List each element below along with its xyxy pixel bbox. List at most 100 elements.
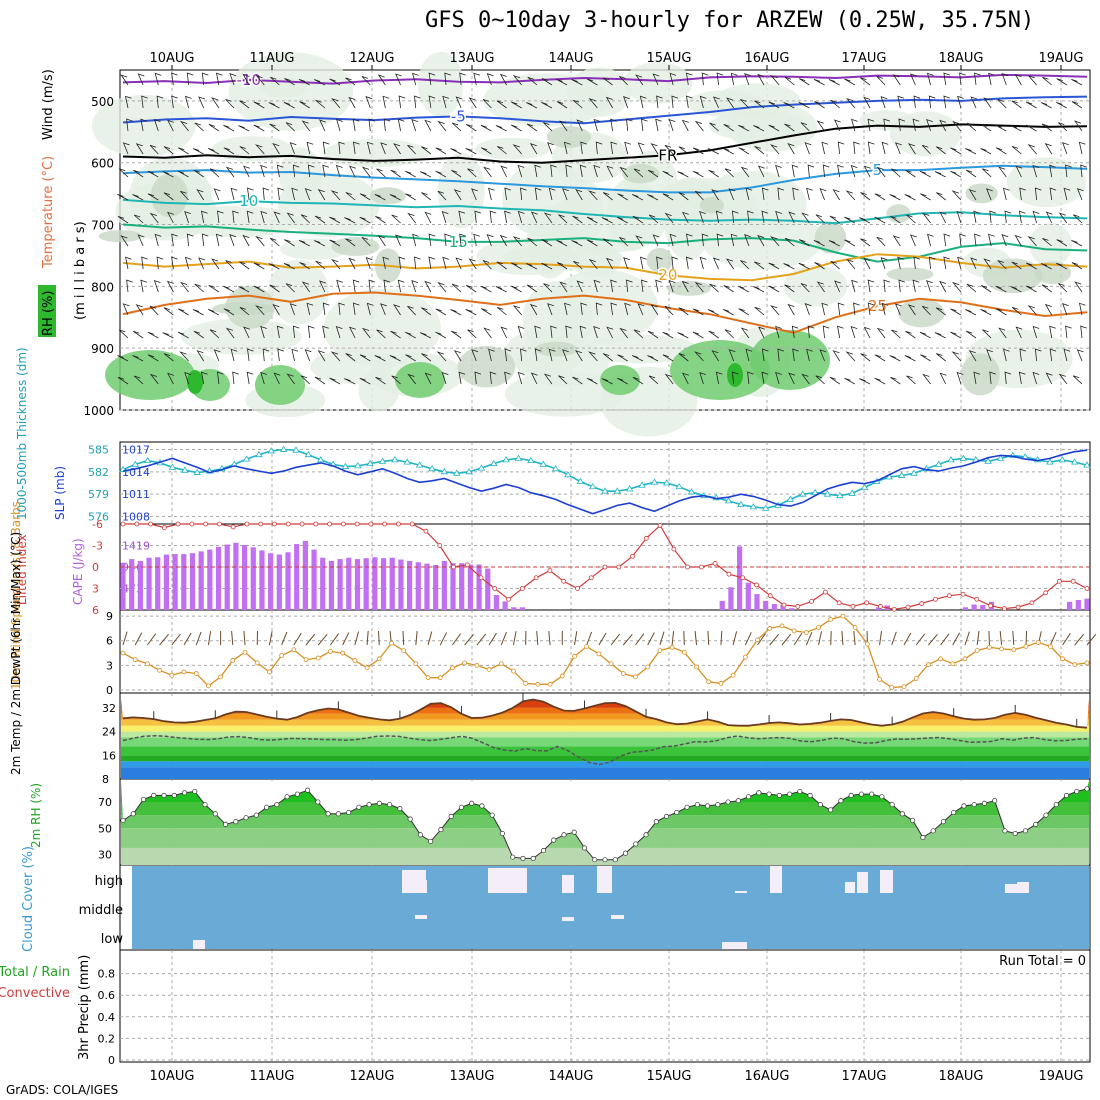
thickness-tick-label: 576: [88, 511, 109, 524]
temp-tick-label: 24: [102, 726, 116, 739]
wind-barb: [728, 349, 736, 362]
wind-barb: [723, 124, 734, 132]
wind-barb: [322, 164, 329, 178]
wind-barb: [1042, 238, 1052, 247]
wind-barb: [322, 302, 330, 316]
wind-barb: [253, 124, 265, 132]
wind-barb: [998, 166, 1007, 178]
wind-speed-marker: [657, 648, 663, 653]
rh-marker: [448, 813, 454, 819]
wind-barb: [500, 165, 508, 178]
wind-barb: [215, 233, 223, 247]
wind-barb: [777, 187, 785, 201]
wind-barb: [1040, 102, 1052, 109]
wind-barb: [132, 355, 144, 362]
cloud-block-high: [562, 875, 574, 893]
wind-barb: [801, 212, 810, 224]
cape-bar: [441, 560, 447, 610]
wind-barb: [377, 235, 386, 247]
wind-barb: [876, 236, 886, 247]
cape-bar: [406, 560, 413, 610]
lifted-marker: [1084, 586, 1090, 591]
wind-barb: [876, 166, 886, 178]
rh-shade-high: [750, 330, 830, 390]
lifted-tick-label: 3: [92, 583, 99, 596]
thickness-marker: [304, 450, 313, 458]
wind-barb: [822, 164, 830, 178]
wind-barb: [951, 351, 962, 362]
wind-speed-marker: [193, 671, 199, 676]
wind-barb: [534, 325, 541, 339]
wind-speed-marker: [718, 681, 724, 686]
wind-barb-10m: [243, 630, 246, 646]
rh-marker: [274, 802, 280, 808]
wind-barb: [610, 302, 618, 316]
wind-barb: [488, 348, 495, 362]
wind-barb: [424, 372, 432, 385]
wind-barb: [132, 194, 144, 201]
wind-barb: [393, 143, 401, 155]
thickness-marker: [168, 463, 177, 470]
wind-barb: [317, 350, 326, 362]
wind-barb: [935, 307, 946, 316]
thickness-marker: [601, 487, 609, 494]
wind-barb: [428, 72, 436, 86]
wind-barb: [556, 240, 568, 247]
wind-barb: [162, 171, 174, 178]
wind-barb: [939, 280, 947, 293]
wind-barb: [783, 102, 795, 109]
pressure-tick-label: 1000: [83, 404, 114, 418]
wind-barb: [564, 302, 571, 316]
wind-barb: [939, 372, 947, 385]
wind-barb: [1002, 187, 1010, 201]
lifted-tick-label: -6: [92, 518, 103, 531]
wind-barb: [617, 216, 628, 224]
rh-shade-mid: [960, 353, 1000, 396]
wind-barb-10m: [647, 632, 655, 646]
wind-barb: [668, 279, 676, 293]
wind-barb: [300, 214, 310, 224]
wind-barb-10m: [927, 633, 938, 646]
wind-barb: [186, 72, 194, 86]
pressure-tick-label: 900: [91, 342, 114, 356]
wind-speed-marker: [169, 672, 175, 678]
rh-shade-mid: [965, 183, 998, 204]
wind-barb: [1042, 76, 1052, 86]
wind-barb: [458, 371, 466, 385]
wind-barb: [213, 349, 221, 362]
wind-barb: [832, 350, 841, 362]
lifted-marker: [451, 564, 456, 570]
cape-bar: [433, 565, 439, 610]
cape-bar: [320, 557, 326, 610]
wind-barb: [421, 146, 432, 155]
cape-bar: [346, 557, 352, 610]
rh-marker: [458, 804, 464, 810]
wind-barb: [284, 78, 295, 86]
wind-barb: [317, 188, 326, 201]
wind-barb: [769, 144, 780, 155]
wind-barb: [471, 349, 479, 362]
wind-barb: [547, 142, 554, 155]
slp-axis-label: SLP (mb): [53, 466, 67, 520]
wind-barb: [285, 283, 295, 293]
wind-barb: [692, 147, 704, 155]
rh-marker: [335, 811, 341, 817]
wind-speed-marker: [681, 649, 687, 655]
wind-barb: [149, 212, 159, 224]
wind-barb: [543, 283, 553, 293]
wind-barb: [163, 353, 174, 362]
wind-barb: [314, 376, 326, 385]
wind-barb-10m: [976, 631, 980, 646]
wind-barb: [912, 118, 920, 132]
lifted-marker: [120, 521, 126, 527]
wind-barb: [860, 77, 871, 86]
wind-barb-10m: [183, 632, 192, 646]
rh-shade-mid: [98, 230, 142, 243]
wind-barb: [550, 325, 557, 339]
wind-barb: [656, 95, 663, 109]
wind-barb: [845, 351, 856, 362]
wind-barb: [534, 187, 542, 201]
thickness-marker: [514, 454, 523, 461]
wind-barb: [504, 348, 512, 362]
wind-speed-marker: [999, 646, 1004, 652]
